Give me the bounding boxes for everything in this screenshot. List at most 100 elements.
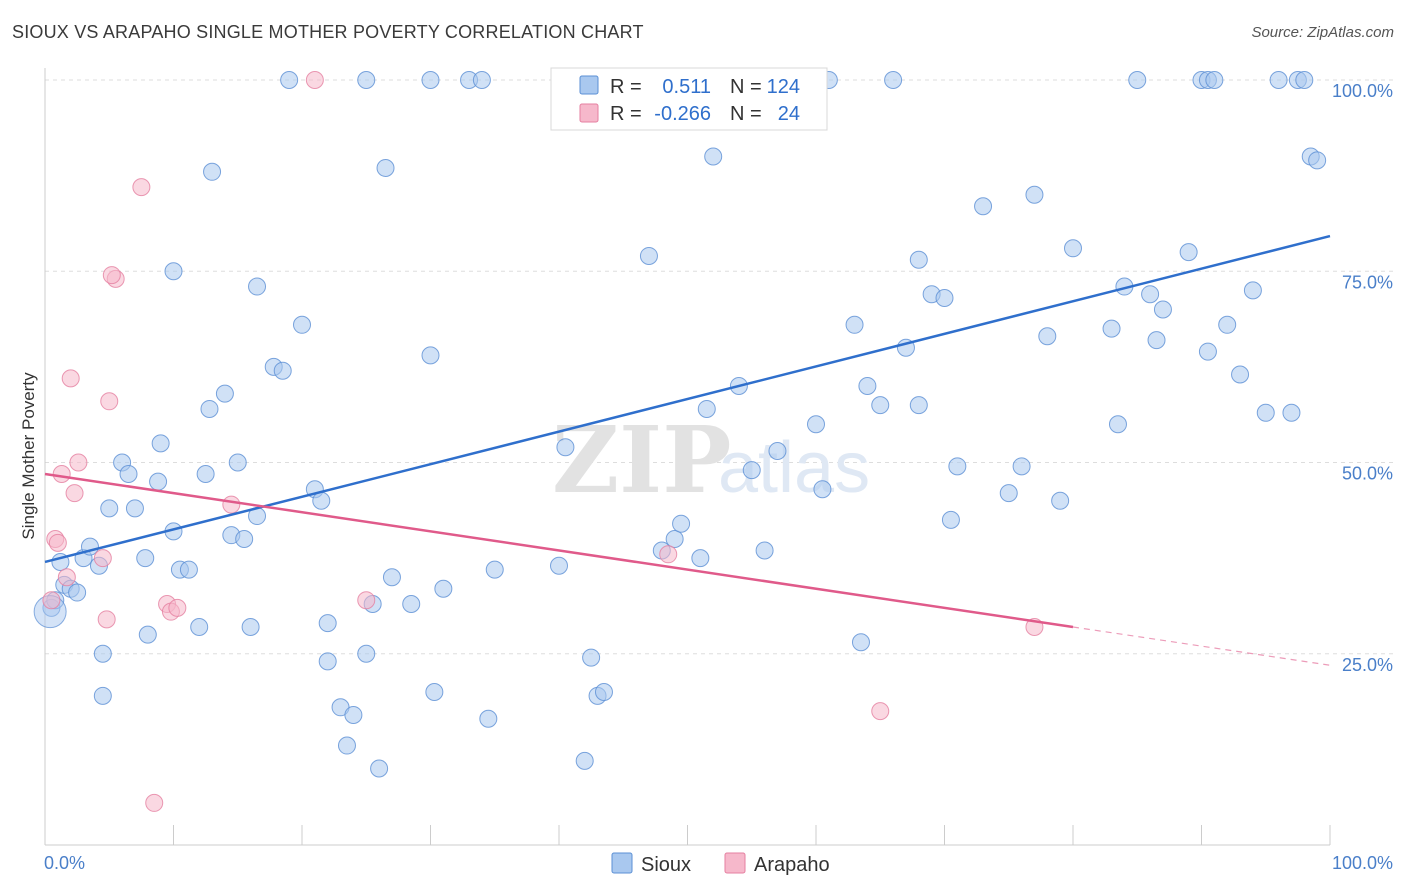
sioux-point (594, 683, 613, 701)
sioux-point (1295, 71, 1314, 89)
sioux-point (550, 556, 568, 575)
arapaho-trendline-extrapolated (1072, 626, 1331, 666)
arapaho-point (61, 369, 80, 388)
sioux-point (1205, 71, 1224, 89)
sioux-point (1308, 151, 1327, 170)
sioux-point (235, 530, 254, 548)
y-tick-label: 75.0% (1342, 272, 1393, 292)
sioux-point (1141, 285, 1160, 304)
gridlines (45, 79, 1394, 655)
sioux-point (697, 399, 716, 418)
sioux-point (755, 541, 774, 560)
sioux-point (691, 549, 710, 568)
sioux-point (318, 614, 337, 633)
sioux-point (556, 438, 575, 457)
watermark: ZIP atlas (552, 406, 870, 514)
sioux-point (425, 683, 444, 701)
legend-n-value-sioux: 124 (767, 76, 800, 98)
axes (44, 68, 1331, 846)
sioux-point (100, 499, 119, 518)
y-tick-label: 100.0% (1332, 81, 1393, 101)
sioux-point (293, 315, 311, 334)
sioux-point (68, 583, 87, 602)
sioux-point (138, 625, 157, 644)
sioux-point (421, 71, 440, 89)
legend-swatch-arapaho[interactable] (724, 852, 746, 874)
sioux-point (742, 461, 761, 480)
sioux-point (318, 652, 337, 671)
sioux-point (179, 560, 198, 579)
sioux-point (1147, 331, 1166, 350)
x-tick-label-max: 100.0% (1332, 853, 1393, 873)
arapaho-point (48, 533, 67, 552)
sioux-point (337, 736, 356, 755)
sioux-point (228, 453, 247, 472)
sioux-trendline (44, 234, 1331, 564)
sioux-point (941, 510, 960, 529)
legend-n-label: N = (730, 103, 762, 125)
sioux-point (93, 644, 112, 663)
correlation-legend: R = 0.511 N = 124 R = -0.266 N = 24 (550, 67, 828, 131)
sioux-point (125, 499, 144, 518)
arapaho-point (102, 266, 121, 285)
sioux-point (639, 246, 658, 265)
arapaho-point (357, 591, 376, 610)
sioux-point (768, 442, 787, 461)
sioux-point (909, 250, 928, 269)
arapaho-point (42, 591, 61, 610)
sioux-point (357, 644, 376, 663)
sioux-point (472, 71, 491, 89)
sioux-points (33, 71, 1327, 778)
sioux-point (909, 396, 928, 415)
sioux-point (871, 396, 890, 415)
sioux-point (1256, 403, 1275, 422)
arapaho-point (305, 71, 324, 89)
sioux-point (344, 705, 363, 724)
arapaho-point (871, 702, 890, 721)
sioux-point (357, 71, 376, 89)
sioux-point (974, 197, 993, 216)
sioux-point (190, 617, 209, 636)
y-tick-label: 50.0% (1342, 464, 1393, 484)
sioux-point (1231, 365, 1250, 384)
legend-r-value-arapaho: -0.266 (654, 103, 711, 125)
sioux-point (1179, 243, 1198, 262)
arapaho-point (57, 568, 76, 587)
sioux-point (479, 709, 498, 728)
sioux-point (248, 277, 267, 296)
chart-title: SIOUX VS ARAPAHO SINGLE MOTHER POVERTY C… (12, 22, 644, 42)
legend-swatch-arapaho (579, 103, 599, 123)
sioux-point (884, 71, 903, 89)
arapaho-trendline (44, 472, 1074, 629)
sioux-point (1282, 403, 1301, 422)
sioux-point (672, 514, 691, 533)
sioux-point (485, 560, 504, 579)
sioux-point (376, 158, 395, 177)
legend-swatch-sioux[interactable] (611, 852, 633, 874)
sioux-point (1051, 491, 1070, 510)
legend-swatch-sioux (579, 75, 599, 95)
sioux-point (1108, 415, 1127, 434)
legend-n-label: N = (730, 76, 762, 98)
sioux-point (575, 751, 594, 770)
sioux-point (200, 399, 219, 418)
arapaho-point (100, 392, 119, 411)
arapaho-point (168, 598, 187, 617)
sioux-point (196, 464, 215, 483)
legend-label-sioux[interactable]: Sioux (641, 854, 691, 876)
sioux-point (164, 262, 183, 281)
sioux-point (382, 568, 401, 587)
sioux-point (845, 315, 864, 334)
sioux-point (1025, 185, 1044, 204)
sioux-point (1012, 457, 1031, 476)
series-legend: Sioux Arapaho (611, 852, 830, 876)
source-label: Source: ZipAtlas.com (1251, 24, 1394, 41)
tick-labels: 25.0% 50.0% 75.0% 100.0% 0.0% 100.0% (44, 81, 1393, 873)
arapaho-point (52, 464, 71, 483)
sioux-point (136, 549, 155, 568)
legend-r-label: R = (610, 76, 642, 98)
legend-label-arapaho[interactable]: Arapaho (754, 854, 830, 876)
sioux-point (935, 289, 954, 308)
sioux-point (1218, 315, 1237, 334)
